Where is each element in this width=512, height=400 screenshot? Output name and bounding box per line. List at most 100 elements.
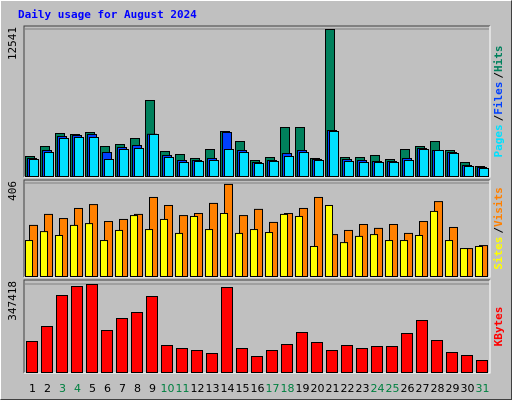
bar	[71, 285, 83, 373]
bar	[236, 347, 248, 373]
x-tick-label: 9	[149, 382, 156, 395]
bar	[475, 245, 483, 278]
x-tick-label: 30	[461, 382, 475, 395]
bar	[44, 152, 54, 178]
y-tick-label: 406	[6, 181, 19, 201]
bar	[359, 162, 369, 178]
x-tick-label: 14	[221, 382, 235, 395]
bar	[209, 160, 219, 177]
bar	[445, 240, 453, 277]
bar	[56, 294, 68, 373]
bar	[70, 224, 78, 277]
bar	[254, 163, 264, 177]
bar	[26, 340, 38, 373]
bar	[430, 210, 438, 277]
bar	[404, 160, 414, 177]
bar	[239, 152, 249, 178]
bar	[446, 351, 458, 374]
legend-separator: /	[492, 114, 505, 121]
panel-dark	[23, 179, 490, 277]
bar	[449, 153, 459, 178]
bar	[85, 223, 93, 278]
bar	[101, 329, 113, 373]
bar	[194, 160, 204, 178]
x-tick-label: 11	[176, 382, 190, 395]
bar	[355, 235, 363, 277]
bar	[371, 345, 383, 373]
legend-entry: Files	[492, 82, 505, 115]
x-tick-label: 20	[311, 382, 325, 395]
x-tick-label: 21	[326, 382, 340, 395]
bar	[134, 147, 144, 177]
bar	[104, 159, 114, 178]
bar	[460, 248, 468, 277]
legend: Sites /Visits	[492, 187, 505, 270]
bar	[431, 339, 443, 374]
bar	[131, 311, 143, 373]
x-tick-label: 12	[191, 382, 205, 395]
bar	[310, 245, 318, 278]
bar	[86, 284, 98, 373]
bar	[176, 347, 188, 373]
bar	[386, 345, 398, 373]
bar	[251, 355, 263, 374]
panel-light	[24, 280, 491, 374]
panel-dark	[23, 25, 490, 177]
bar	[269, 160, 279, 178]
bar	[59, 137, 69, 177]
x-tick-label: 16	[251, 382, 265, 395]
bar	[235, 232, 243, 277]
bar	[161, 344, 173, 374]
bar	[25, 240, 33, 277]
bar	[89, 137, 99, 178]
bar	[280, 213, 288, 277]
bar	[374, 162, 384, 178]
bar	[220, 213, 228, 277]
bar	[119, 149, 129, 178]
bar	[74, 137, 84, 178]
x-tick-label: 13	[206, 382, 220, 395]
x-tick-label: 1	[29, 382, 36, 395]
bar	[221, 286, 233, 373]
bar	[341, 344, 353, 374]
bar	[55, 234, 63, 278]
x-tick-label: 18	[281, 382, 295, 395]
bar	[296, 331, 308, 373]
bar	[175, 232, 183, 277]
legend-entry: Sites	[492, 237, 505, 270]
bar	[190, 215, 198, 277]
x-tick-label: 15	[236, 382, 250, 395]
legend-separator: /	[492, 227, 505, 234]
x-tick-label: 4	[74, 382, 81, 395]
x-tick-label: 24	[371, 382, 385, 395]
bar	[284, 156, 294, 178]
x-tick-label: 22	[341, 382, 355, 395]
x-tick-label: 28	[431, 382, 445, 395]
x-tick-label: 3	[59, 382, 66, 395]
bar	[29, 159, 39, 178]
bar	[40, 231, 48, 278]
legend: KBytes	[492, 307, 505, 347]
x-tick-label: 26	[401, 382, 415, 395]
bar	[461, 354, 473, 373]
x-tick-label: 10	[161, 382, 175, 395]
bar	[164, 156, 174, 177]
x-tick-label: 17	[266, 382, 280, 395]
chart-title: Daily usage for August 2024	[18, 8, 197, 21]
x-tick-label: 6	[104, 382, 111, 395]
x-tick-label: 5	[89, 382, 96, 395]
bar	[415, 234, 423, 278]
bar	[179, 162, 189, 178]
x-tick-label: 19	[296, 382, 310, 395]
legend-entry: Pages	[492, 124, 505, 157]
bar	[344, 160, 354, 178]
bar	[100, 240, 108, 277]
bar	[314, 196, 323, 277]
bar	[419, 149, 429, 178]
bar	[464, 166, 474, 177]
bar	[265, 232, 273, 277]
bar	[130, 215, 138, 278]
bar	[146, 295, 158, 373]
x-tick-label: 31	[476, 382, 490, 395]
